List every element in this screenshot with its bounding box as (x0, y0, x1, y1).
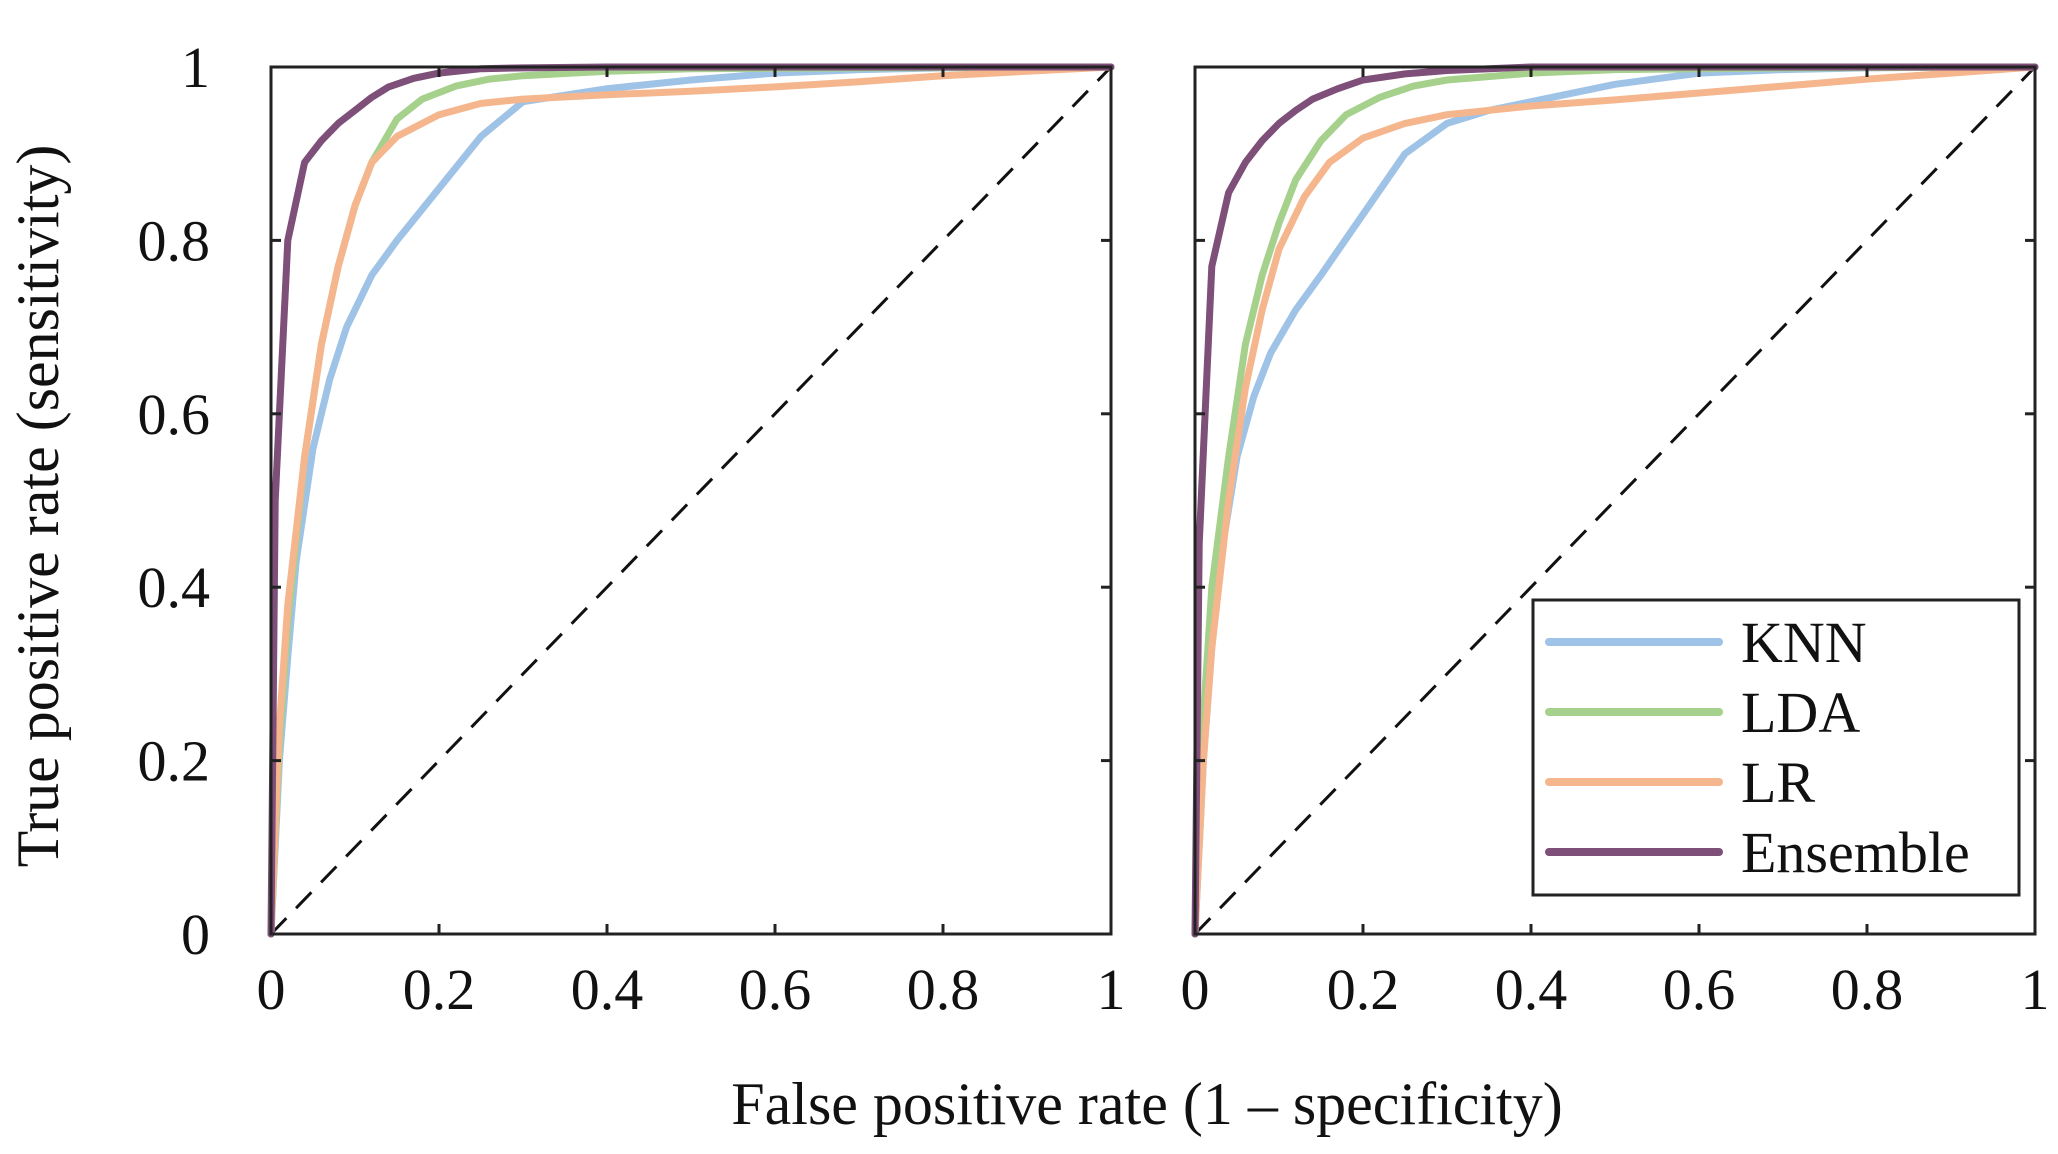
legend-label-lr: LR (1741, 750, 1815, 815)
panel-1-series-lr (267, 63, 1115, 938)
y-axis-title: True positive rate (sensitivity) (5, 145, 71, 868)
panel-1-y-tick-label: 0.8 (138, 208, 211, 273)
panel-1-y-tick-label: 1 (181, 35, 210, 100)
legend-label-knn: KNN (1741, 610, 1867, 675)
panel-2-series-lr (1191, 63, 2039, 938)
panel-2-x-tick-label: 0.6 (1663, 957, 1736, 1022)
panel-1-y-tick-label: 0.6 (138, 382, 211, 447)
panel-2-axes-frame (1193, 65, 2037, 936)
panel-2-x-tick-label: 1 (2021, 957, 2050, 1022)
panel-1-y-tick-label: 0.2 (138, 729, 211, 794)
panel-1-x-tick-label: 0.2 (403, 957, 476, 1022)
panel-1-chance-diagonal (269, 65, 1113, 936)
panel-2-series-lda (1191, 63, 2039, 938)
panel-2-x-tick-label: 0.4 (1495, 957, 1568, 1022)
panel-1-x-tick-label: 0.4 (571, 957, 644, 1022)
panel-1-x-tick-label: 0.8 (907, 957, 980, 1022)
panel-1-axes-frame (269, 65, 1113, 936)
legend-box (1531, 598, 2021, 897)
panel-1-y-tick-label: 0.4 (138, 555, 211, 620)
legend-label-ensemble: Ensemble (1741, 820, 1970, 885)
legend-label-lda: LDA (1741, 680, 1860, 745)
panel-1-x-tick-label: 0 (257, 957, 286, 1022)
panel-2-x-tick-label: 0.8 (1831, 957, 1904, 1022)
panel-2-x-tick-label: 0.2 (1327, 957, 1400, 1022)
x-axis-title: False positive rate (1 – specificity) (731, 1071, 1562, 1137)
panel-1-x-tick-label: 1 (1097, 957, 1126, 1022)
panel-2-chance-diagonal (1193, 65, 2037, 936)
panel-1-x-tick-label: 0.6 (739, 957, 812, 1022)
panel-2-x-tick-label: 0 (1181, 957, 1210, 1022)
panel-1-y-tick-label: 0 (181, 902, 210, 967)
